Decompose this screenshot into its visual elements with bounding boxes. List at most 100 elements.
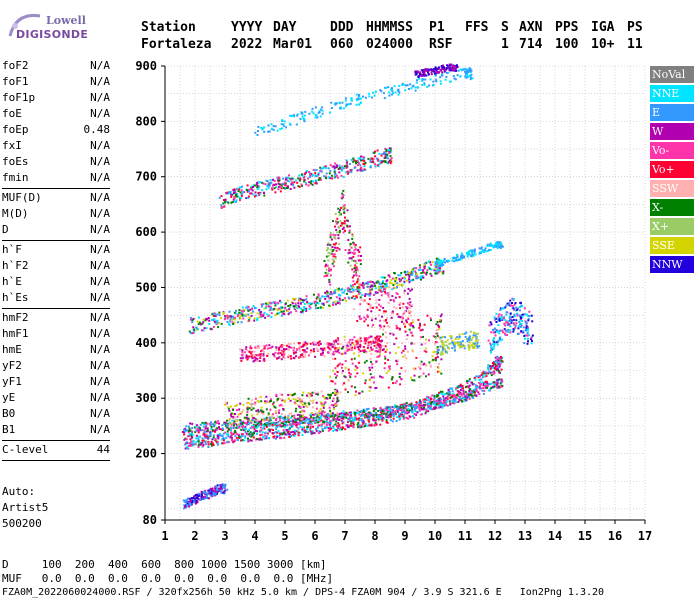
echo-point [449, 387, 452, 390]
echo-point [247, 197, 250, 199]
echo-point [470, 339, 473, 342]
echo-point [314, 180, 317, 183]
echo-point [379, 375, 381, 378]
echo-point [269, 422, 272, 425]
echo-point [470, 381, 473, 384]
echo-point [371, 159, 374, 162]
echo-point [263, 126, 266, 129]
echo-point [359, 283, 362, 286]
echo-point [412, 278, 415, 281]
echo-point [471, 391, 474, 394]
echo-point [410, 87, 413, 90]
echo-point [379, 417, 382, 420]
echo-point [419, 268, 422, 271]
echo-point [242, 429, 245, 432]
echo-point [530, 342, 533, 345]
echo-point [203, 497, 206, 500]
echo-point [224, 423, 227, 425]
echo-point [429, 396, 432, 399]
echo-point [383, 412, 386, 415]
echo-point [192, 326, 195, 329]
echo-point [230, 429, 232, 432]
echo-point [279, 128, 282, 131]
echo-point [380, 276, 383, 279]
echo-point [221, 438, 223, 441]
echo-point [292, 421, 294, 424]
echo-point [322, 303, 325, 306]
echo-point [304, 110, 307, 113]
echo-point [252, 417, 255, 419]
echo-point [210, 442, 212, 445]
echo-point [347, 368, 350, 371]
echo-point [328, 414, 331, 417]
echo-point [263, 194, 266, 197]
echo-point [469, 330, 472, 333]
echo-point [334, 290, 337, 293]
echo-point [378, 162, 381, 165]
echo-point [517, 327, 520, 330]
echo-point [305, 404, 307, 407]
echo-point [512, 330, 515, 333]
echo-point [300, 311, 303, 313]
echo-point [276, 425, 278, 428]
echo-point [287, 179, 289, 182]
echo-point [247, 313, 250, 316]
echo-point [320, 410, 323, 413]
echo-point [297, 431, 300, 434]
echo-point [454, 337, 457, 340]
echo-point [364, 409, 367, 412]
echo-point [287, 394, 290, 396]
echo-point [451, 394, 454, 397]
echo-point [397, 93, 400, 96]
echo-point [406, 334, 409, 337]
param-value: N/A [90, 291, 110, 304]
echo-point [347, 103, 350, 106]
echo-point [348, 225, 351, 228]
echo-point [353, 166, 356, 169]
header-value-ps: 11 [627, 37, 643, 52]
echo-point [228, 419, 231, 422]
echo-point [504, 332, 506, 335]
echo-point [351, 296, 353, 299]
echo-point [288, 122, 291, 125]
echo-point [375, 157, 378, 160]
echo-point [469, 78, 472, 81]
echo-point [409, 306, 412, 309]
echo-point [413, 408, 416, 411]
echo-point [522, 330, 524, 333]
echo-point [214, 487, 217, 490]
echo-point [418, 401, 421, 404]
echo-point [492, 371, 495, 374]
echo-point [434, 335, 437, 338]
echo-point [397, 405, 400, 408]
echo-point [246, 405, 249, 408]
echo-point [197, 427, 200, 429]
echo-point [308, 175, 311, 178]
echo-point [353, 418, 356, 421]
echo-point [233, 321, 236, 324]
echo-point [358, 286, 361, 289]
echo-point [468, 252, 471, 255]
echo-point [246, 421, 249, 424]
echo-point [409, 415, 412, 418]
echo-point [468, 386, 470, 389]
echo-point [426, 409, 428, 412]
echo-point [318, 418, 321, 421]
echo-point [389, 351, 391, 354]
echo-point [422, 363, 425, 366]
echo-point [307, 177, 309, 180]
echo-point [186, 446, 188, 449]
echo-point [259, 426, 262, 429]
echo-point [297, 185, 300, 188]
echo-point [341, 383, 344, 386]
echo-point [439, 261, 442, 264]
echo-point [455, 342, 458, 345]
echo-point [252, 310, 255, 313]
echo-point [307, 184, 310, 187]
echo-point [417, 76, 420, 78]
echo-point [185, 499, 188, 502]
logo-digisonde-text: DIGISONDE [16, 28, 89, 41]
echo-point [388, 367, 391, 370]
echo-point [305, 295, 308, 298]
echo-point [242, 317, 245, 320]
